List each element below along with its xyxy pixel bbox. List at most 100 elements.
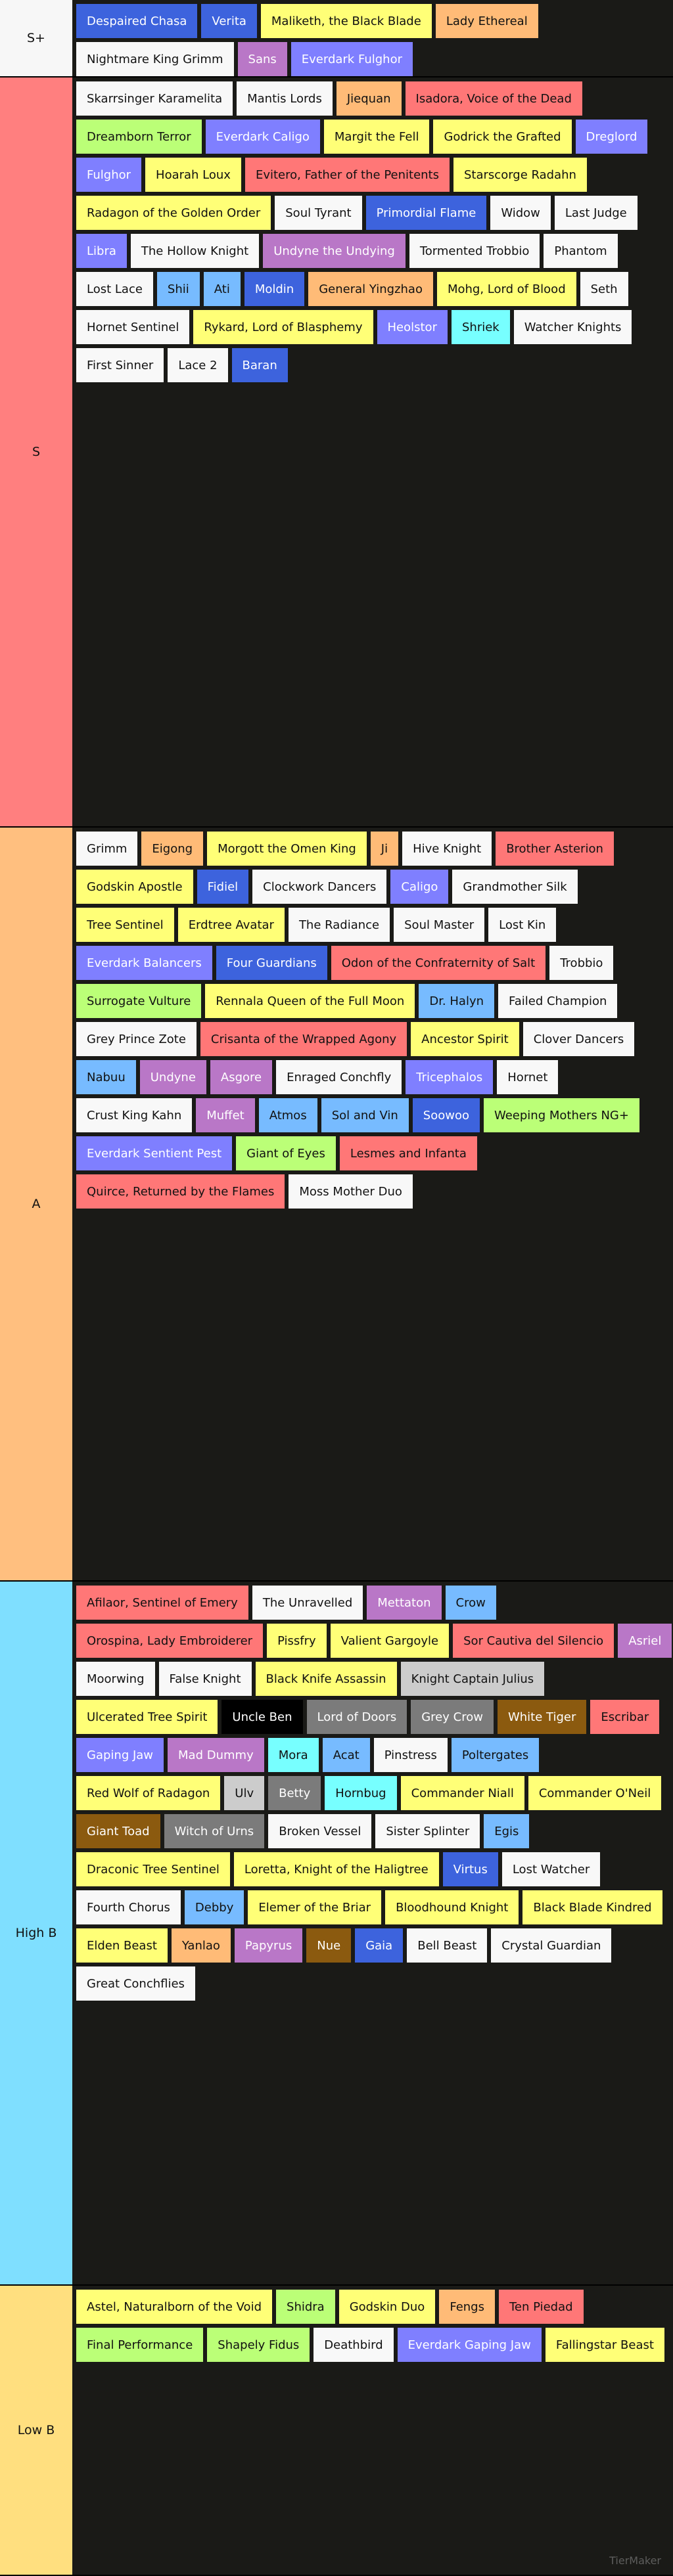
tier-item[interactable]: Mad Dummy [168, 1738, 264, 1772]
tier-item[interactable]: Bloodhound Knight [385, 1890, 519, 1924]
tier-item[interactable]: Astel, Naturalborn of the Void [76, 2290, 273, 2324]
tier-item[interactable]: Hive Knight [402, 832, 492, 866]
tier-item[interactable]: Surrogate Vulture [76, 984, 202, 1018]
tier-item[interactable]: Libra [76, 234, 127, 268]
tier-item[interactable]: Betty [268, 1776, 321, 1810]
tier-item[interactable]: Valient Gargoyle [330, 1624, 450, 1658]
tier-item[interactable]: Giant of Eyes [236, 1136, 336, 1170]
tier-item[interactable]: Grimm [76, 832, 138, 866]
tier-item[interactable]: Hornet Sentinel [76, 310, 190, 344]
tier-label[interactable]: A [0, 828, 72, 1580]
tier-item[interactable]: Mohg, Lord of Blood [436, 272, 576, 306]
tier-item[interactable]: Crust King Kahn [76, 1098, 193, 1132]
tier-item[interactable]: Clover Dancers [522, 1022, 635, 1056]
tier-item[interactable]: Uncle Ben [221, 1700, 303, 1734]
tier-item[interactable]: False Knight [158, 1662, 252, 1696]
tier-item[interactable]: Tricephalos [406, 1060, 494, 1094]
tier-item[interactable]: Shii [156, 272, 200, 306]
tier-item[interactable]: Fulghor [76, 158, 142, 192]
tier-item[interactable]: Witch of Urns [164, 1814, 265, 1848]
tier-item[interactable]: Fourth Chorus [76, 1890, 181, 1924]
tier-item[interactable]: Commander O'Neil [528, 1776, 662, 1810]
tier-item[interactable]: Watcher Knights [513, 310, 632, 344]
tier-item[interactable]: Moorwing [76, 1662, 155, 1696]
tier-item[interactable]: Skarrsinger Karamelita [76, 81, 233, 116]
tier-item[interactable]: Sor Cautiva del Silencio [453, 1624, 615, 1658]
tier-item[interactable]: Godrick the Grafted [433, 120, 572, 154]
tier-item[interactable]: Debby [184, 1890, 244, 1924]
tier-item[interactable]: Fallingstar Beast [545, 2328, 664, 2362]
tier-item[interactable]: Brother Asterion [496, 832, 614, 866]
tier-item[interactable]: Ulcerated Tree Spirit [76, 1700, 218, 1734]
tier-item[interactable]: Ulv [224, 1776, 265, 1810]
tier-item[interactable]: Despaired Chasa [76, 4, 198, 38]
tier-item[interactable]: Escribar [590, 1700, 660, 1734]
tier-item[interactable]: Phantom [544, 234, 618, 268]
tier-item[interactable]: Dreamborn Terror [76, 120, 202, 154]
tier-item[interactable]: The Hollow Knight [130, 234, 260, 268]
tier-item[interactable]: Morgott the Omen King [207, 832, 367, 866]
tier-item[interactable]: Elemer of the Briar [248, 1890, 382, 1924]
tier-item[interactable]: Crisanta of the Wrapped Agony [200, 1022, 407, 1056]
tier-item[interactable]: Hornet [497, 1060, 559, 1094]
tier-item[interactable]: The Radiance [288, 908, 390, 942]
tier-item[interactable]: Hornbug [325, 1776, 397, 1810]
tier-item[interactable]: Odon of the Confraternity of Salt [331, 946, 546, 980]
tier-item[interactable]: Fidiel [197, 870, 249, 904]
tier-item[interactable]: Afilaor, Sentinel of Emery [76, 1586, 248, 1620]
tier-item[interactable]: Trobbio [549, 946, 614, 980]
tier-item[interactable]: Ten Piedad [498, 2290, 584, 2324]
tier-item[interactable]: Rennala Queen of the Full Moon [205, 984, 415, 1018]
tier-item[interactable]: Lady Ethereal [435, 4, 538, 38]
tier-item[interactable]: Evitero, Father of the Penitents [244, 158, 450, 192]
tier-item[interactable]: Loretta, Knight of the Haligtree [233, 1852, 439, 1886]
tier-item[interactable]: Grandmother Silk [452, 870, 578, 904]
tier-item[interactable]: Lace 2 [168, 348, 228, 382]
tier-item[interactable]: Virtus [442, 1852, 498, 1886]
tier-item[interactable]: Shriek [451, 310, 510, 344]
tier-item[interactable]: Primordial Flame [365, 196, 487, 230]
tier-item[interactable]: Hoarah Loux [145, 158, 241, 192]
tier-item[interactable]: Papyrus [234, 1928, 303, 1963]
tier-item[interactable]: Pissfry [267, 1624, 327, 1658]
tier-item[interactable]: Lost Lace [76, 272, 153, 306]
tier-item[interactable]: Nabuu [76, 1060, 136, 1094]
tier-label[interactable]: S+ [0, 0, 72, 76]
tier-item[interactable]: Tormented Trobbio [409, 234, 540, 268]
tier-item[interactable]: Deathbird [313, 2328, 394, 2362]
tier-item[interactable]: Egis [484, 1814, 530, 1848]
tier-item[interactable]: Enraged Conchfly [276, 1060, 402, 1094]
tier-item[interactable]: Elden Beast [76, 1928, 168, 1963]
tier-item[interactable]: Radagon of the Golden Order [76, 196, 271, 230]
tier-label[interactable]: High B [0, 1582, 72, 2284]
tier-item[interactable]: Ji [370, 832, 399, 866]
tier-item[interactable]: Pinstress [373, 1738, 448, 1772]
tier-item[interactable]: Fengs [439, 2290, 495, 2324]
tier-item[interactable]: Ancestor Spirit [411, 1022, 519, 1056]
tier-item[interactable]: Muffet [196, 1098, 255, 1132]
tier-item[interactable]: Seth [580, 272, 628, 306]
tier-item[interactable]: Quirce, Returned by the Flames [76, 1174, 285, 1209]
tier-item[interactable]: Draconic Tree Sentinel [76, 1852, 230, 1886]
tier-item[interactable]: Godskin Duo [338, 2290, 436, 2324]
tier-item[interactable]: Everdark Balancers [76, 946, 212, 980]
tier-item[interactable]: Moss Mother Duo [289, 1174, 413, 1209]
tier-item[interactable]: Poltergates [451, 1738, 540, 1772]
tier-item[interactable]: Heolstor [377, 310, 448, 344]
tier-item[interactable]: Nightmare King Grimm [76, 42, 234, 76]
tier-item[interactable]: Margit the Fell [323, 120, 430, 154]
tier-item[interactable]: Dr. Halyn [419, 984, 495, 1018]
tier-item[interactable]: Maliketh, the Black Blade [260, 4, 432, 38]
tier-item[interactable]: Sister Splinter [375, 1814, 480, 1848]
tier-item[interactable]: Atmos [258, 1098, 317, 1132]
tier-item[interactable]: Everdark Fulghor [290, 42, 413, 76]
tier-item[interactable]: Nue [306, 1928, 352, 1963]
tier-item[interactable]: Soul Tyrant [275, 196, 362, 230]
tier-item[interactable]: Undyne [139, 1060, 206, 1094]
tier-item[interactable]: Everdark Sentient Pest [76, 1136, 233, 1170]
tier-item[interactable]: Everdark Caligo [205, 120, 320, 154]
tier-item[interactable]: Starscorge Radahn [453, 158, 587, 192]
tier-item[interactable]: Moldin [244, 272, 305, 306]
tier-item[interactable]: Mantis Lords [237, 81, 333, 116]
tier-item[interactable]: Four Guardians [216, 946, 327, 980]
